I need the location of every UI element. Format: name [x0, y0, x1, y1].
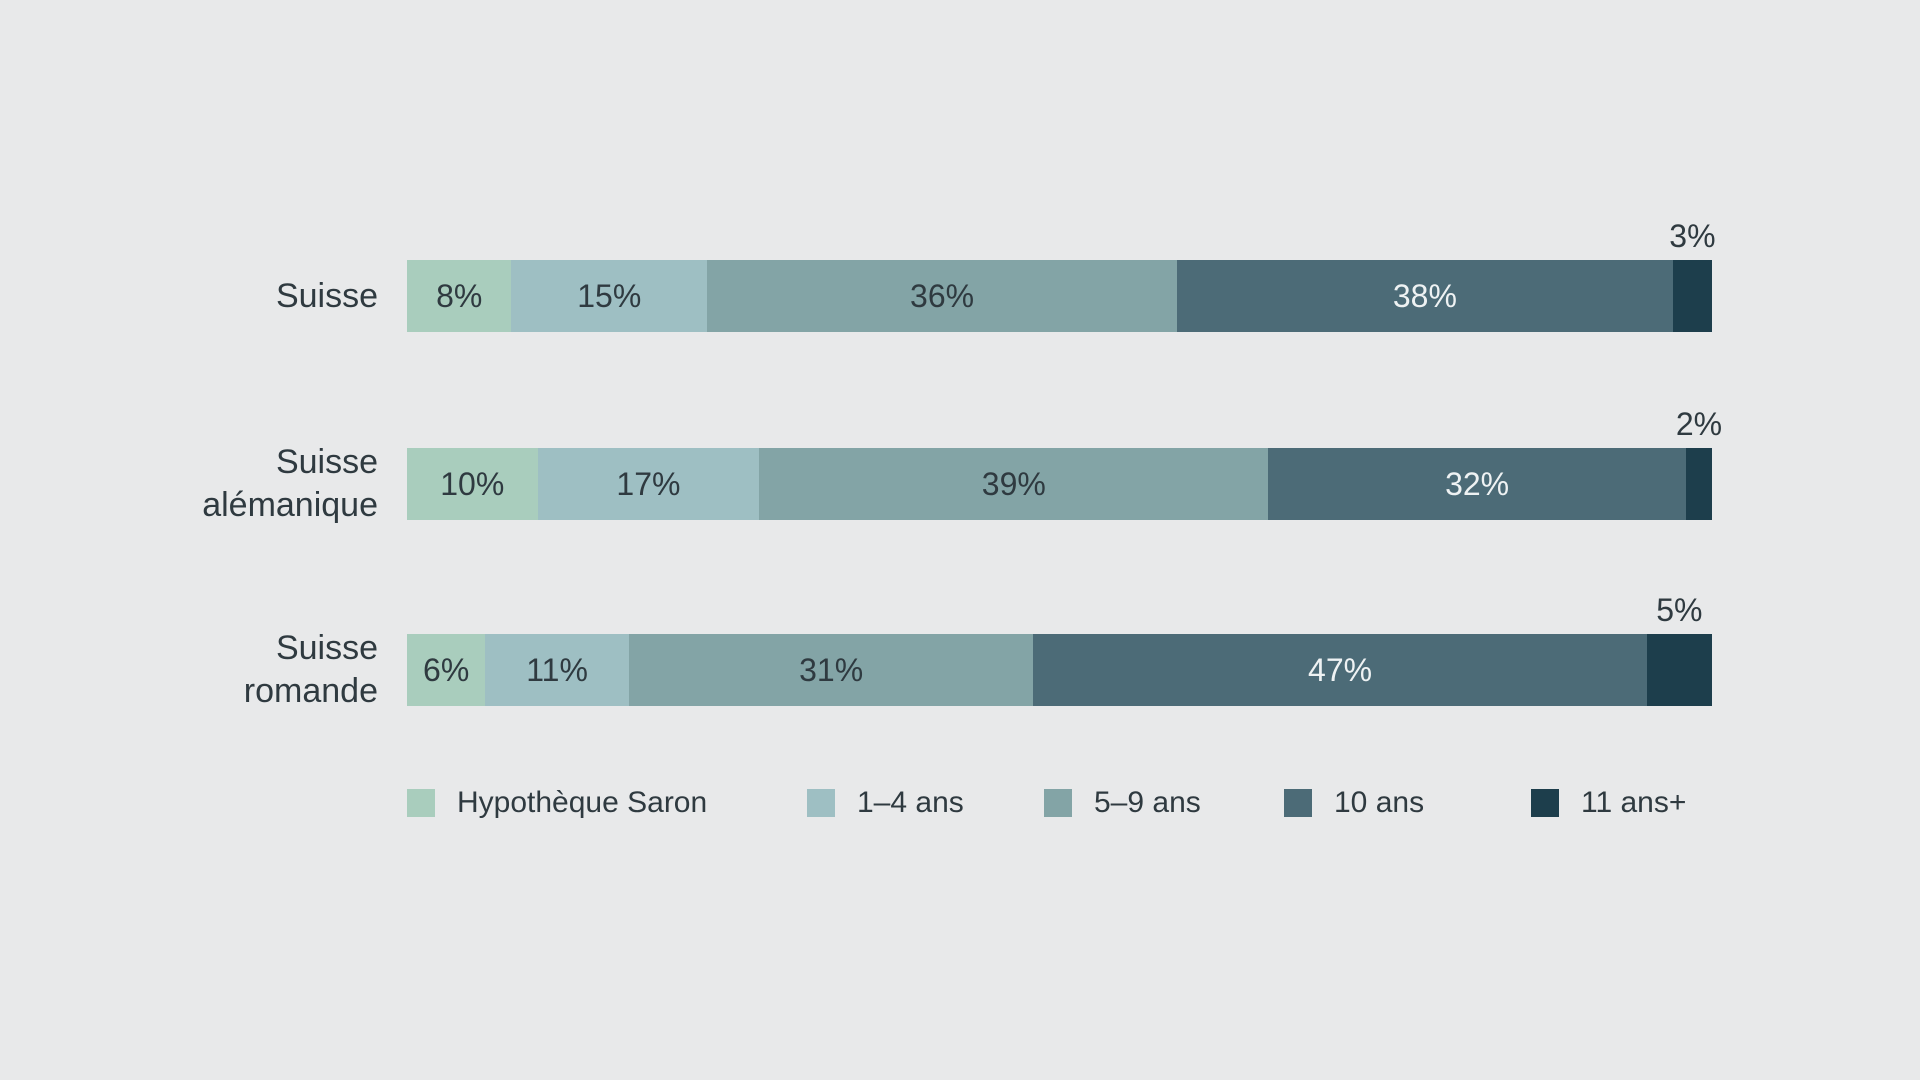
- legend-label: 1–4 ans: [857, 786, 964, 819]
- stacked-bar: 6% 11% 31% 47% 5%: [407, 592, 1712, 706]
- data-label: 5%: [1656, 592, 1703, 628]
- bar-segment: 10%: [407, 448, 538, 520]
- bar-segment: [1672, 260, 1712, 332]
- data-label: 11%: [526, 651, 588, 688]
- bar-segment: 17%: [537, 448, 760, 520]
- legend-item: 10 ans: [1284, 786, 1424, 820]
- category-label: Suisse alémanique: [202, 443, 378, 524]
- legend-swatch: [807, 789, 835, 817]
- bar-segment: 36%: [707, 260, 1177, 332]
- legend-item: 11 ans+: [1531, 786, 1686, 820]
- data-label: 8%: [436, 277, 483, 314]
- data-label: 32%: [1445, 465, 1510, 502]
- legend-swatch: [407, 789, 435, 817]
- category-label: Suisse romande: [243, 629, 378, 710]
- legend-swatch: [1284, 789, 1312, 817]
- legend-label: 11 ans+: [1581, 786, 1687, 819]
- bar-segment: 47%: [1033, 634, 1647, 706]
- legend-swatch: [1531, 789, 1559, 817]
- data-label: 39%: [981, 465, 1046, 502]
- data-label: 6%: [423, 651, 470, 688]
- legend-label: 10 ans: [1334, 786, 1425, 819]
- data-label: 2%: [1675, 406, 1723, 442]
- bar-segment: [1646, 634, 1712, 706]
- data-label: 17%: [616, 465, 681, 502]
- bar-segment: 6%: [407, 634, 486, 706]
- legend-label: 5–9 ans: [1094, 786, 1201, 819]
- bar-segment: 15%: [511, 260, 708, 332]
- bar-segment: 39%: [759, 448, 1269, 520]
- data-label: 10%: [440, 465, 505, 502]
- bar-segment: 11%: [485, 634, 629, 706]
- bar-segment: 32%: [1268, 448, 1686, 520]
- data-label: 31%: [799, 651, 864, 688]
- bar-segment: 31%: [628, 634, 1034, 706]
- bar-segment: 38%: [1176, 260, 1673, 332]
- data-label: 3%: [1669, 218, 1716, 254]
- legend-item: 1–4 ans: [807, 786, 964, 820]
- bar-row: Suisse romande 6% 11% 31% 47% 5%: [0, 592, 1920, 710]
- bar-row: Suisse 8% 15% 36% 38% 3%: [0, 218, 1920, 332]
- data-label: 36%: [910, 277, 975, 314]
- stacked-bar: 8% 15% 36% 38% 3%: [407, 218, 1716, 332]
- bar-row: Suisse alémanique 10% 17% 39% 32% 2%: [0, 406, 1920, 524]
- category-label: Suisse: [275, 276, 378, 315]
- bar-segment: [1685, 448, 1712, 520]
- legend-item: 5–9 ans: [1044, 786, 1201, 820]
- stacked-bar: 10% 17% 39% 32% 2%: [407, 406, 1722, 520]
- data-label: 47%: [1308, 651, 1373, 688]
- legend-item: Hypothèque Saron: [407, 786, 707, 820]
- legend-label: Hypothèque Saron: [457, 786, 708, 819]
- legend-swatch: [1044, 789, 1072, 817]
- chart-legend: Hypothèque Saron 1–4 ans 5–9 ans 10 ans 11 a…: [407, 786, 1712, 820]
- bar-segment: 8%: [407, 260, 512, 332]
- data-label: 38%: [1392, 277, 1457, 314]
- data-label: 15%: [577, 277, 642, 314]
